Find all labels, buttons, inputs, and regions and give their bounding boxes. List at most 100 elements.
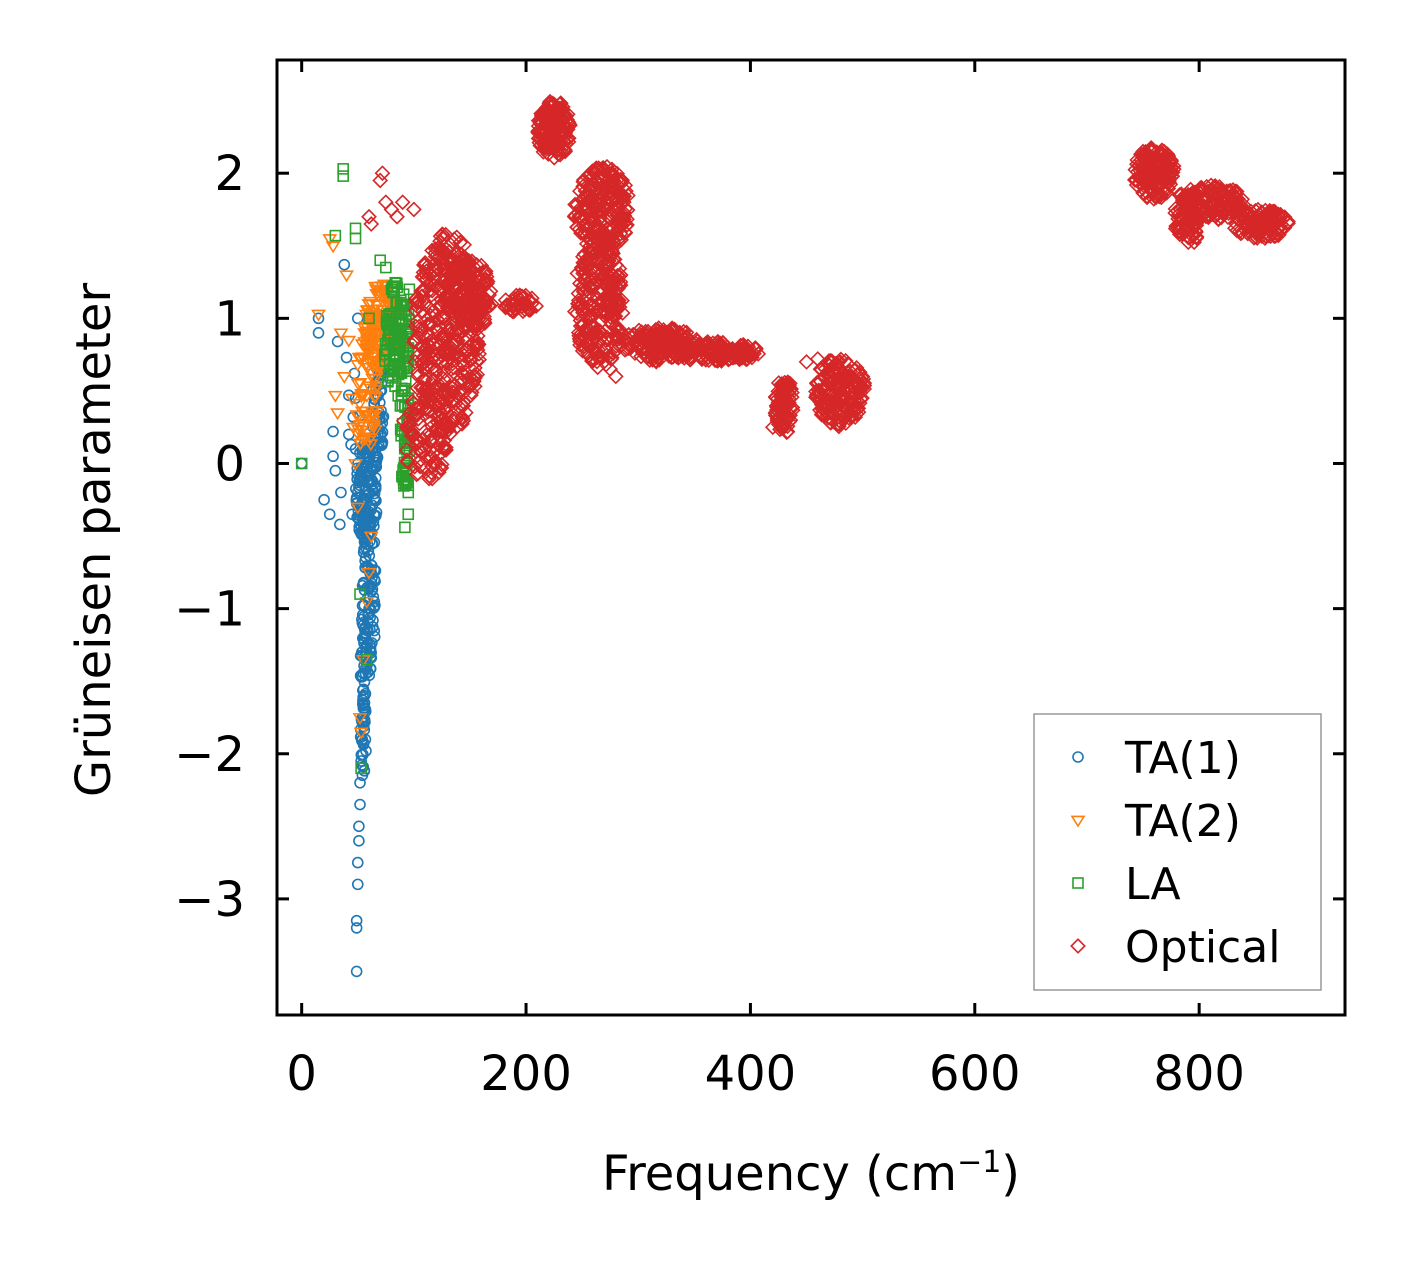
data-point bbox=[839, 356, 856, 372]
legend-entry: TA(2) bbox=[1070, 796, 1241, 847]
data-point bbox=[334, 518, 346, 531]
data-point bbox=[358, 765, 371, 777]
legend-entries: TA(1) TA(2) LA Optical bbox=[1070, 733, 1280, 973]
data-point bbox=[403, 283, 416, 296]
data-point bbox=[385, 283, 398, 296]
data-point bbox=[840, 410, 857, 426]
data-point bbox=[735, 337, 752, 353]
data-point bbox=[666, 321, 683, 338]
data-point bbox=[461, 252, 477, 269]
data-point bbox=[295, 457, 308, 470]
data-point bbox=[345, 422, 361, 435]
data-point bbox=[349, 410, 365, 423]
data-point bbox=[1176, 215, 1192, 232]
data-point bbox=[340, 351, 353, 364]
data-point bbox=[361, 208, 377, 225]
data-point bbox=[1228, 186, 1245, 202]
data-point bbox=[1206, 195, 1223, 212]
data-point bbox=[770, 383, 787, 400]
data-point bbox=[1219, 192, 1236, 209]
legend-marker bbox=[1072, 877, 1084, 889]
data-point bbox=[419, 310, 436, 327]
data-point bbox=[822, 352, 839, 369]
data-point bbox=[533, 116, 549, 133]
data-point bbox=[589, 302, 606, 318]
data-point bbox=[582, 171, 599, 188]
data-point bbox=[440, 345, 457, 362]
data-point bbox=[436, 364, 452, 380]
legend-entry: TA(1) bbox=[1072, 733, 1241, 784]
data-point bbox=[1266, 209, 1282, 225]
data-point bbox=[452, 234, 469, 251]
data-point bbox=[429, 397, 446, 414]
data-point bbox=[1269, 208, 1286, 224]
data-point bbox=[1165, 161, 1182, 178]
data-point bbox=[457, 342, 474, 358]
data-point bbox=[408, 294, 425, 311]
data-point bbox=[575, 281, 592, 298]
data-point bbox=[411, 398, 428, 415]
data-point bbox=[443, 274, 459, 290]
data-point bbox=[413, 338, 429, 355]
data-point bbox=[583, 350, 600, 367]
data-point bbox=[402, 508, 415, 521]
data-point bbox=[593, 160, 610, 177]
data-point bbox=[402, 355, 415, 368]
data-point bbox=[609, 217, 626, 234]
data-point bbox=[847, 409, 864, 426]
data-point bbox=[764, 419, 781, 436]
data-point bbox=[1169, 203, 1186, 219]
data-point bbox=[363, 443, 375, 455]
data-point bbox=[1134, 149, 1151, 166]
data-point bbox=[457, 271, 473, 288]
data-point bbox=[361, 461, 374, 474]
data-point bbox=[401, 421, 418, 438]
data-point bbox=[448, 345, 465, 362]
data-point bbox=[350, 914, 363, 927]
legend-label: Optical bbox=[1125, 922, 1280, 973]
data-point bbox=[530, 112, 547, 129]
data-point bbox=[351, 352, 367, 365]
data-point bbox=[425, 343, 442, 359]
data-point bbox=[809, 389, 826, 406]
data-point bbox=[575, 257, 592, 274]
data-point bbox=[739, 350, 756, 367]
data-point bbox=[436, 438, 453, 455]
legend-marker bbox=[1070, 938, 1086, 954]
data-point bbox=[811, 384, 828, 400]
data-point bbox=[841, 380, 858, 397]
data-point bbox=[1244, 213, 1261, 230]
data-point bbox=[339, 270, 354, 283]
data-point bbox=[435, 371, 452, 387]
data-point bbox=[369, 380, 385, 393]
data-point bbox=[570, 204, 587, 221]
data-point bbox=[362, 624, 374, 637]
data-point bbox=[1131, 170, 1148, 186]
data-point bbox=[672, 343, 689, 360]
data-point bbox=[471, 294, 487, 311]
data-point bbox=[824, 388, 840, 405]
data-point bbox=[422, 451, 439, 467]
data-point bbox=[1226, 220, 1243, 237]
data-point bbox=[1220, 205, 1237, 222]
data-point bbox=[408, 466, 425, 483]
data-point bbox=[1198, 178, 1215, 195]
data-point bbox=[613, 217, 630, 234]
data-point bbox=[505, 303, 522, 320]
data-point bbox=[437, 226, 454, 243]
data-point bbox=[352, 377, 368, 390]
data-point bbox=[459, 317, 475, 333]
data-point bbox=[549, 138, 566, 155]
data-point bbox=[351, 878, 364, 891]
data-point bbox=[829, 416, 846, 432]
data-point bbox=[453, 283, 470, 300]
data-point bbox=[354, 339, 370, 352]
data-point bbox=[605, 245, 621, 262]
data-point bbox=[575, 292, 591, 308]
data-point bbox=[647, 321, 664, 338]
data-point bbox=[580, 322, 597, 338]
data-point bbox=[1143, 174, 1160, 190]
data-point bbox=[350, 502, 366, 515]
data-point bbox=[461, 255, 477, 272]
data-point bbox=[434, 310, 451, 327]
